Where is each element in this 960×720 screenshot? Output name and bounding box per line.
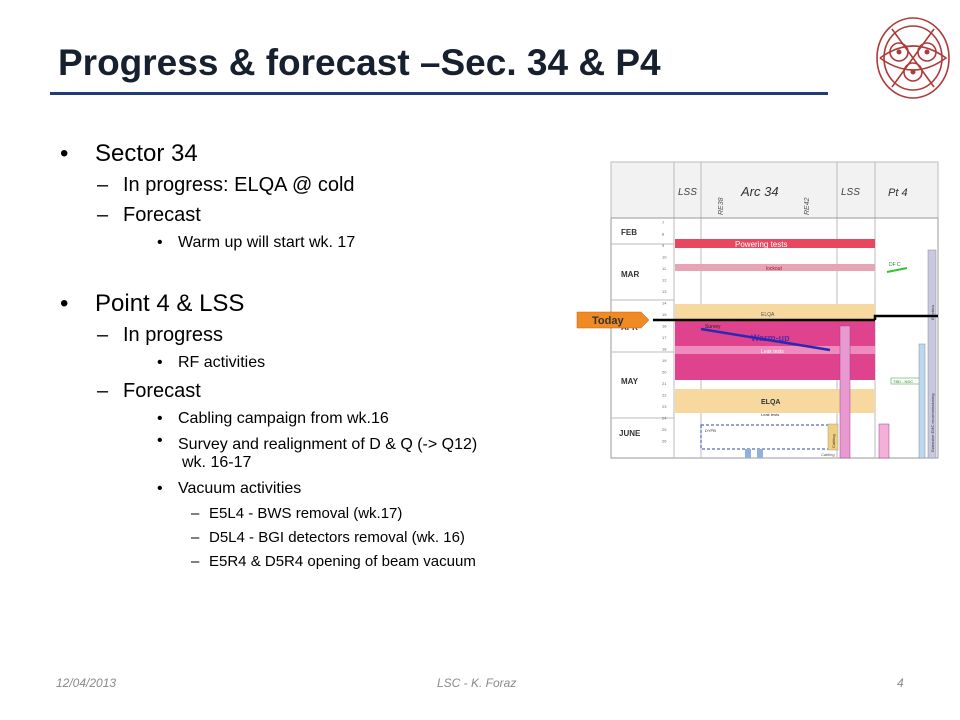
label-survey: Survey: [705, 324, 721, 330]
item-vacuum: Vacuum activities: [60, 476, 600, 502]
label-elqa-top: ELQA: [761, 312, 775, 318]
bar-elqa-top: [675, 304, 875, 320]
item-survey-weeks: wk. 16-17: [182, 454, 252, 471]
bullet-point-4: Point 4 & LSS: [60, 288, 600, 320]
label-elqa: ELQA: [761, 399, 780, 406]
header-arc-34: Arc 34: [740, 184, 779, 199]
bullet-list: Sector 34 In progress: ELQA @ cold Forec…: [60, 138, 600, 574]
item-rf: RF activities: [60, 350, 600, 376]
label-dfc: DF C: [889, 262, 901, 268]
month-mar: MAR: [621, 270, 639, 279]
week-label: 18: [662, 347, 667, 352]
label-today: Today: [592, 315, 624, 327]
bar-powering-tests: [675, 239, 875, 248]
week-label: 9: [662, 243, 665, 248]
label-tbd: TBD - NDC: [893, 379, 913, 384]
week-label: 14: [662, 301, 667, 306]
week-label: 7: [662, 220, 665, 225]
bar-vertical-right: [927, 249, 937, 459]
footer-date: 12/04/2013: [56, 676, 117, 690]
label-vertical-right: Extensive EMC recommissioning: [930, 394, 935, 452]
bullet-sector-34: Sector 34: [60, 138, 600, 170]
label-dypb: DYPB: [705, 428, 716, 433]
title-underline: [50, 92, 828, 95]
bar-leak-tests: [675, 346, 875, 354]
label-cabling-bottom: Cabling: [821, 452, 835, 457]
label-leak-tests-bottom: Leak tests: [761, 412, 779, 417]
lab-seal-logo: [876, 17, 950, 99]
line-today-right: [873, 314, 938, 320]
bar-blue-right: [918, 343, 926, 459]
label-leak-tests: Leak tests: [761, 349, 784, 355]
week-label: 19: [662, 358, 667, 363]
week-label: 20: [662, 370, 667, 375]
week-label: 13: [662, 289, 667, 294]
bar-blue-small-2: [757, 449, 763, 458]
week-label: 15: [662, 312, 667, 317]
header-lss-right: LSS: [841, 187, 860, 198]
footer-author: LSC - K. Foraz: [437, 676, 517, 690]
week-label: 26: [662, 439, 667, 444]
footer-page-number: 4: [897, 676, 904, 690]
header-re42: RE42: [804, 197, 811, 215]
label-electrics: Electrics: [930, 305, 935, 320]
header-re38: RE38: [718, 197, 725, 215]
item-warm-up: Warm up will start wk. 17: [60, 230, 600, 256]
item-survey: Survey and realignment of D & Q (-> Q12)…: [60, 432, 600, 472]
item-survey-text: Survey and realignment of D & Q (-> Q12): [178, 436, 478, 453]
schedule-chart: LSS Arc 34 LSS Pt 4 RE38 RE42 FEB MAR AP…: [576, 161, 939, 459]
vacuum-item-2: D5L4 - BGI detectors removal (wk. 16): [60, 526, 600, 550]
week-label: 25: [662, 427, 667, 432]
sub-bullet-in-progress: In progress: ELQA @ cold: [60, 170, 600, 200]
week-label: 12: [662, 278, 667, 283]
vacuum-item-3: E5R4 & D5R4 opening of beam vacuum: [60, 550, 600, 574]
week-label: 8: [662, 232, 665, 237]
sub-bullet-in-progress-p4: In progress: [60, 320, 600, 350]
line-survey: [700, 327, 831, 352]
week-label: 22: [662, 393, 667, 398]
line-dfc: [886, 267, 908, 273]
header-pt-4: Pt 4: [888, 187, 908, 199]
today-arrow: [576, 311, 650, 329]
week-label: 11: [662, 266, 667, 271]
month-feb: FEB: [621, 228, 637, 237]
header-lss-left: LSS: [678, 187, 697, 198]
bar-blue-small-1: [745, 449, 751, 458]
week-label: 24: [662, 416, 667, 421]
month-june: JUNE: [619, 429, 641, 438]
bar-vertical-pink: [839, 325, 851, 459]
week-label: 17: [662, 335, 667, 340]
vacuum-item-1: E5L4 - BWS removal (wk.17): [60, 502, 600, 526]
bar-cabling: [827, 423, 839, 451]
week-label: 16: [662, 324, 667, 329]
month-may: MAY: [621, 377, 639, 386]
week-label: 21: [662, 381, 667, 386]
label-cabling: Cabling: [831, 434, 836, 448]
label-powering-tests: Powering tests: [735, 240, 787, 249]
label-warm-up: Warm-up: [751, 333, 790, 343]
sub-bullet-forecast: Forecast: [60, 200, 600, 230]
item-cabling: Cabling campaign from wk.16: [60, 406, 600, 432]
slide-title: Progress & forecast –Sec. 34 & P4: [58, 42, 661, 83]
week-label: 10: [662, 255, 667, 260]
label-lockout: lockout: [766, 266, 782, 272]
bar-lockout: [675, 264, 875, 271]
sub-bullet-forecast-p4: Forecast: [60, 376, 600, 406]
week-label: 23: [662, 404, 667, 409]
bar-pink-right: [878, 423, 890, 459]
